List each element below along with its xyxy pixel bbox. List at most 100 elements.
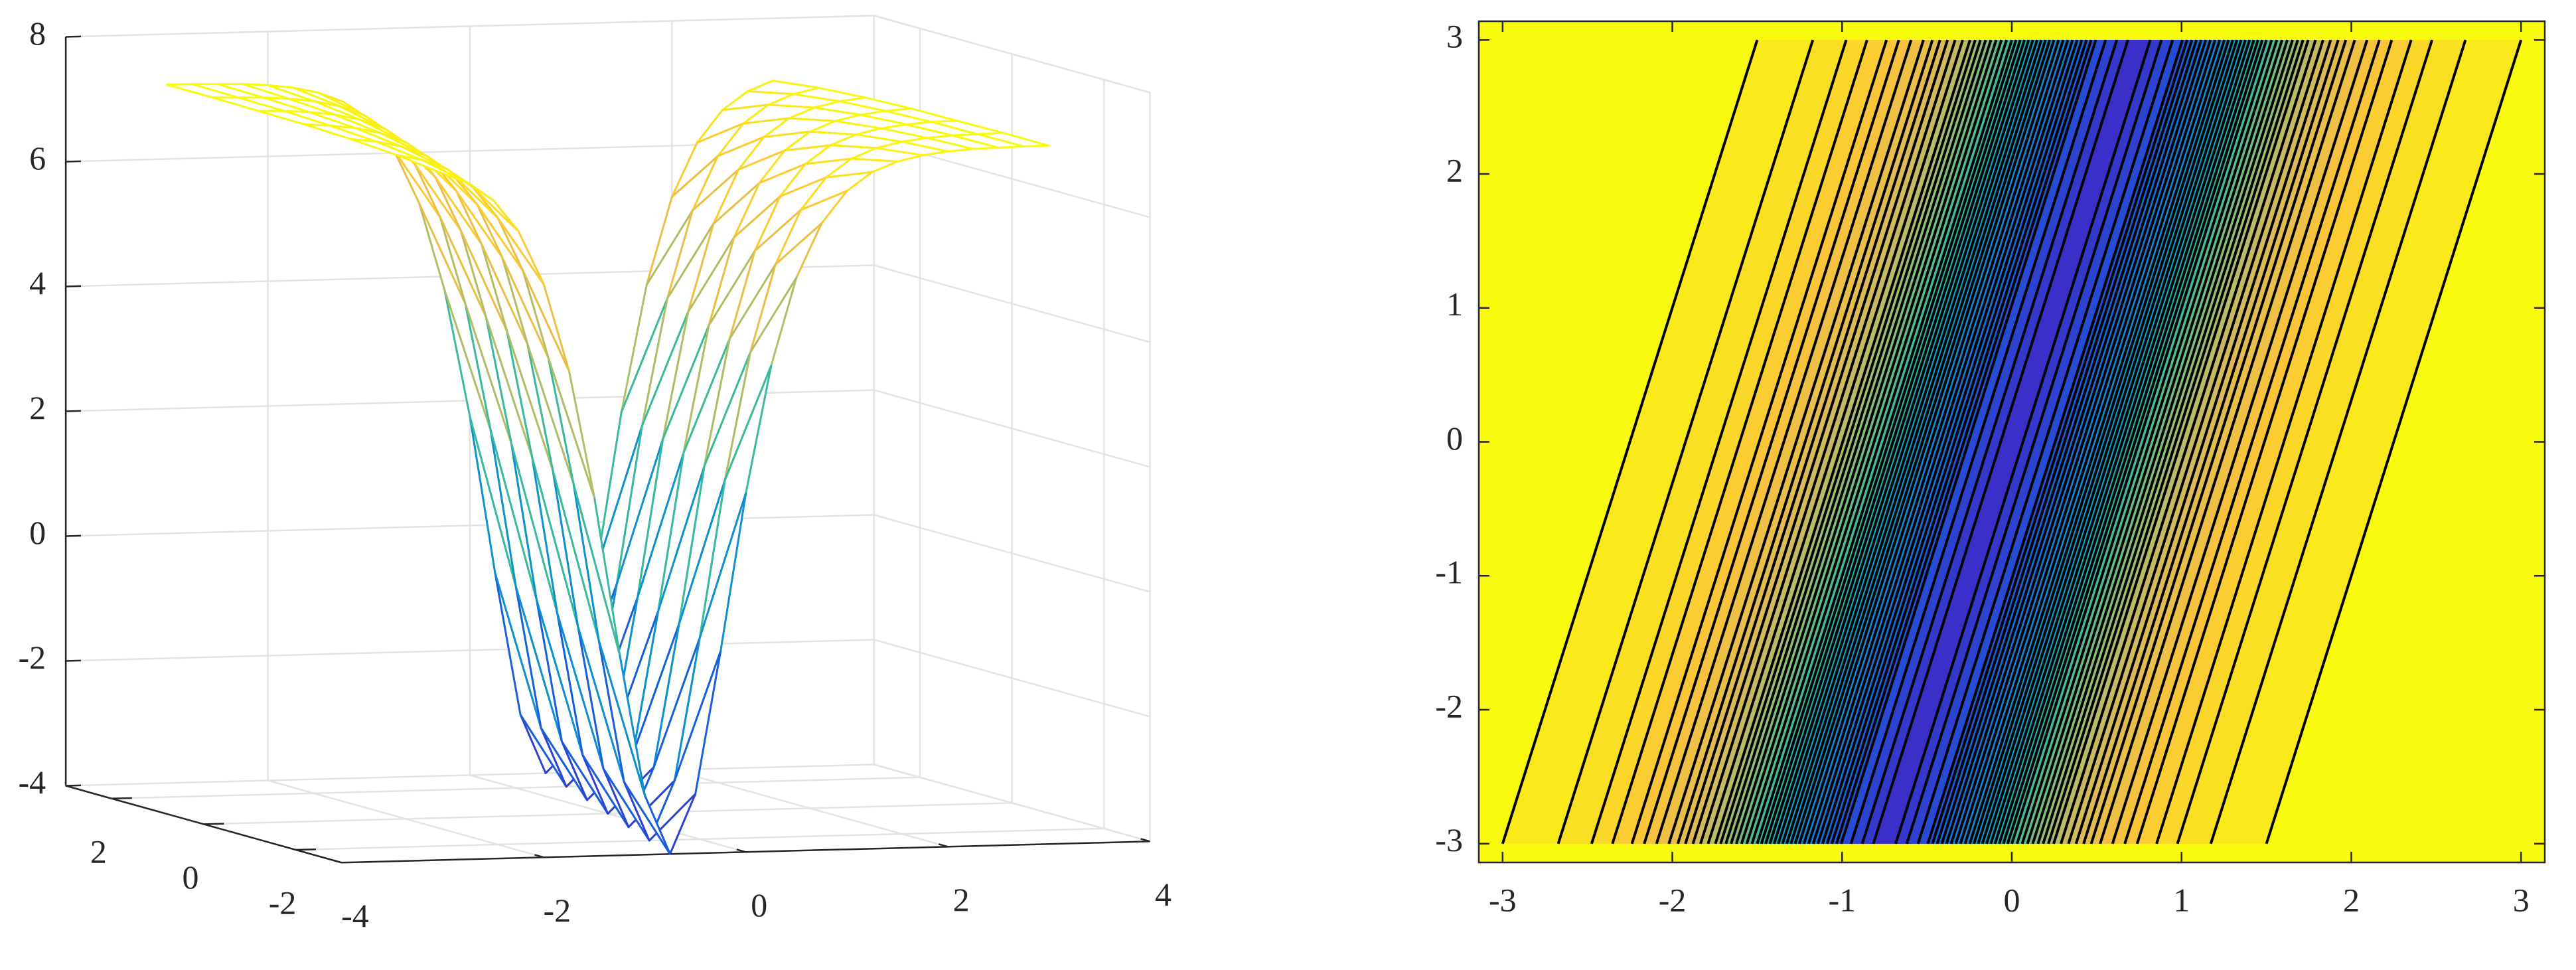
x-tick [1140, 838, 1150, 843]
grid-line [66, 764, 874, 787]
contour-line [1825, 39, 2084, 845]
contour-line [1926, 39, 2184, 845]
x-tick-label: 2 [2343, 881, 2360, 918]
contour-line [2135, 39, 2393, 845]
contour-line [1501, 39, 1759, 845]
contour-line [1719, 39, 1977, 845]
y-tick-label: 0 [183, 858, 199, 896]
x-tick [938, 843, 948, 848]
z-tick [66, 285, 81, 287]
contour-line [2052, 39, 2310, 845]
contour-line [1985, 39, 2243, 845]
x-tick [534, 854, 544, 858]
grid-line [873, 639, 1150, 718]
x-tick-label: -2 [543, 892, 571, 929]
grid-line [66, 639, 874, 662]
contour-line [1894, 39, 2152, 845]
z-tick [66, 784, 81, 787]
contour-line [1745, 39, 2003, 845]
contour-line [1643, 39, 1900, 845]
z-tick-label: -2 [18, 639, 46, 676]
contour-line [1821, 39, 2079, 845]
contour-line [1699, 39, 1957, 845]
contour-line [2002, 39, 2259, 845]
contour-line [1706, 39, 1964, 845]
z-tick-label: 6 [29, 139, 46, 177]
y-tick-label: 3 [1446, 18, 1463, 55]
x-tick-label: 0 [751, 886, 767, 924]
contour-line [1730, 39, 1987, 845]
contour-line [1981, 39, 2239, 845]
contour-line [1611, 39, 1868, 845]
contour-line [2020, 39, 2279, 845]
contour-line [1793, 39, 2052, 845]
x-tick-label: 2 [953, 881, 970, 918]
contour-line [1655, 39, 1913, 845]
contour-line [1916, 39, 2174, 845]
contour-line [1807, 39, 2065, 845]
contour-line [1993, 39, 2251, 845]
x-tick-label: 0 [2004, 881, 2020, 918]
contour-line [1835, 39, 2093, 845]
contour-line [2265, 39, 2523, 845]
contour-line [1667, 39, 1925, 845]
contour-line [2209, 39, 2467, 845]
contour-line [1676, 39, 1934, 845]
y-tick [295, 848, 317, 851]
box-edge [66, 15, 874, 38]
contour-line [1860, 39, 2119, 845]
z-tick-label: 4 [29, 264, 46, 301]
contour-line [1905, 39, 2163, 845]
surface-patch [396, 154, 469, 184]
contour-line [1734, 39, 1993, 845]
contour-area [1479, 21, 2545, 862]
box-edge [873, 15, 1150, 94]
contour-line [2099, 39, 2356, 845]
contour-line [1998, 39, 2255, 845]
contour-line [1963, 39, 2222, 845]
contour-line [1945, 39, 2203, 845]
y-tick-label: -1 [1435, 554, 1463, 591]
contour-line [2026, 39, 2284, 845]
contour-line [1714, 39, 1971, 845]
contour-line [1781, 39, 2039, 845]
x-tick-label: 1 [2173, 881, 2190, 918]
contour-line [2006, 39, 2264, 845]
contour-line [1972, 39, 2230, 845]
contour-line [1830, 39, 2088, 845]
contour-line [2111, 39, 2369, 845]
contour-line [1931, 39, 2189, 845]
contour-line [2082, 39, 2340, 845]
x-tick [736, 849, 747, 853]
y-tick [112, 797, 132, 800]
grid-line [295, 827, 1104, 851]
z-tick-label: -4 [18, 764, 46, 801]
contour-line [1789, 39, 2047, 845]
y-tick-label: 1 [1446, 285, 1463, 323]
z-tick [66, 160, 81, 163]
contour-line [2155, 39, 2413, 845]
grid-line [873, 389, 1150, 468]
contour-line [1590, 39, 1848, 845]
contour-line [1740, 39, 1998, 845]
contour-line [1724, 39, 1982, 845]
contour-line [2036, 39, 2294, 845]
contour-line [1977, 39, 2234, 845]
x-tick-label: 3 [2513, 881, 2530, 918]
contour-line [1756, 39, 2013, 845]
contour-line [1816, 39, 2074, 845]
contour-line [1797, 39, 2056, 845]
y-tick-label: 2 [90, 833, 107, 870]
contour-line [2067, 39, 2324, 845]
contour-line [1949, 39, 2208, 845]
x-tick-label: -2 [1659, 881, 1687, 918]
contour-line [1872, 39, 2129, 845]
contour-line [1764, 39, 2022, 845]
contour-line [1849, 39, 2107, 845]
contour-line [2176, 39, 2434, 845]
contour-line [1630, 39, 1888, 845]
x-tick [332, 859, 342, 864]
y-tick [203, 823, 224, 825]
contour-line [1802, 39, 2060, 845]
